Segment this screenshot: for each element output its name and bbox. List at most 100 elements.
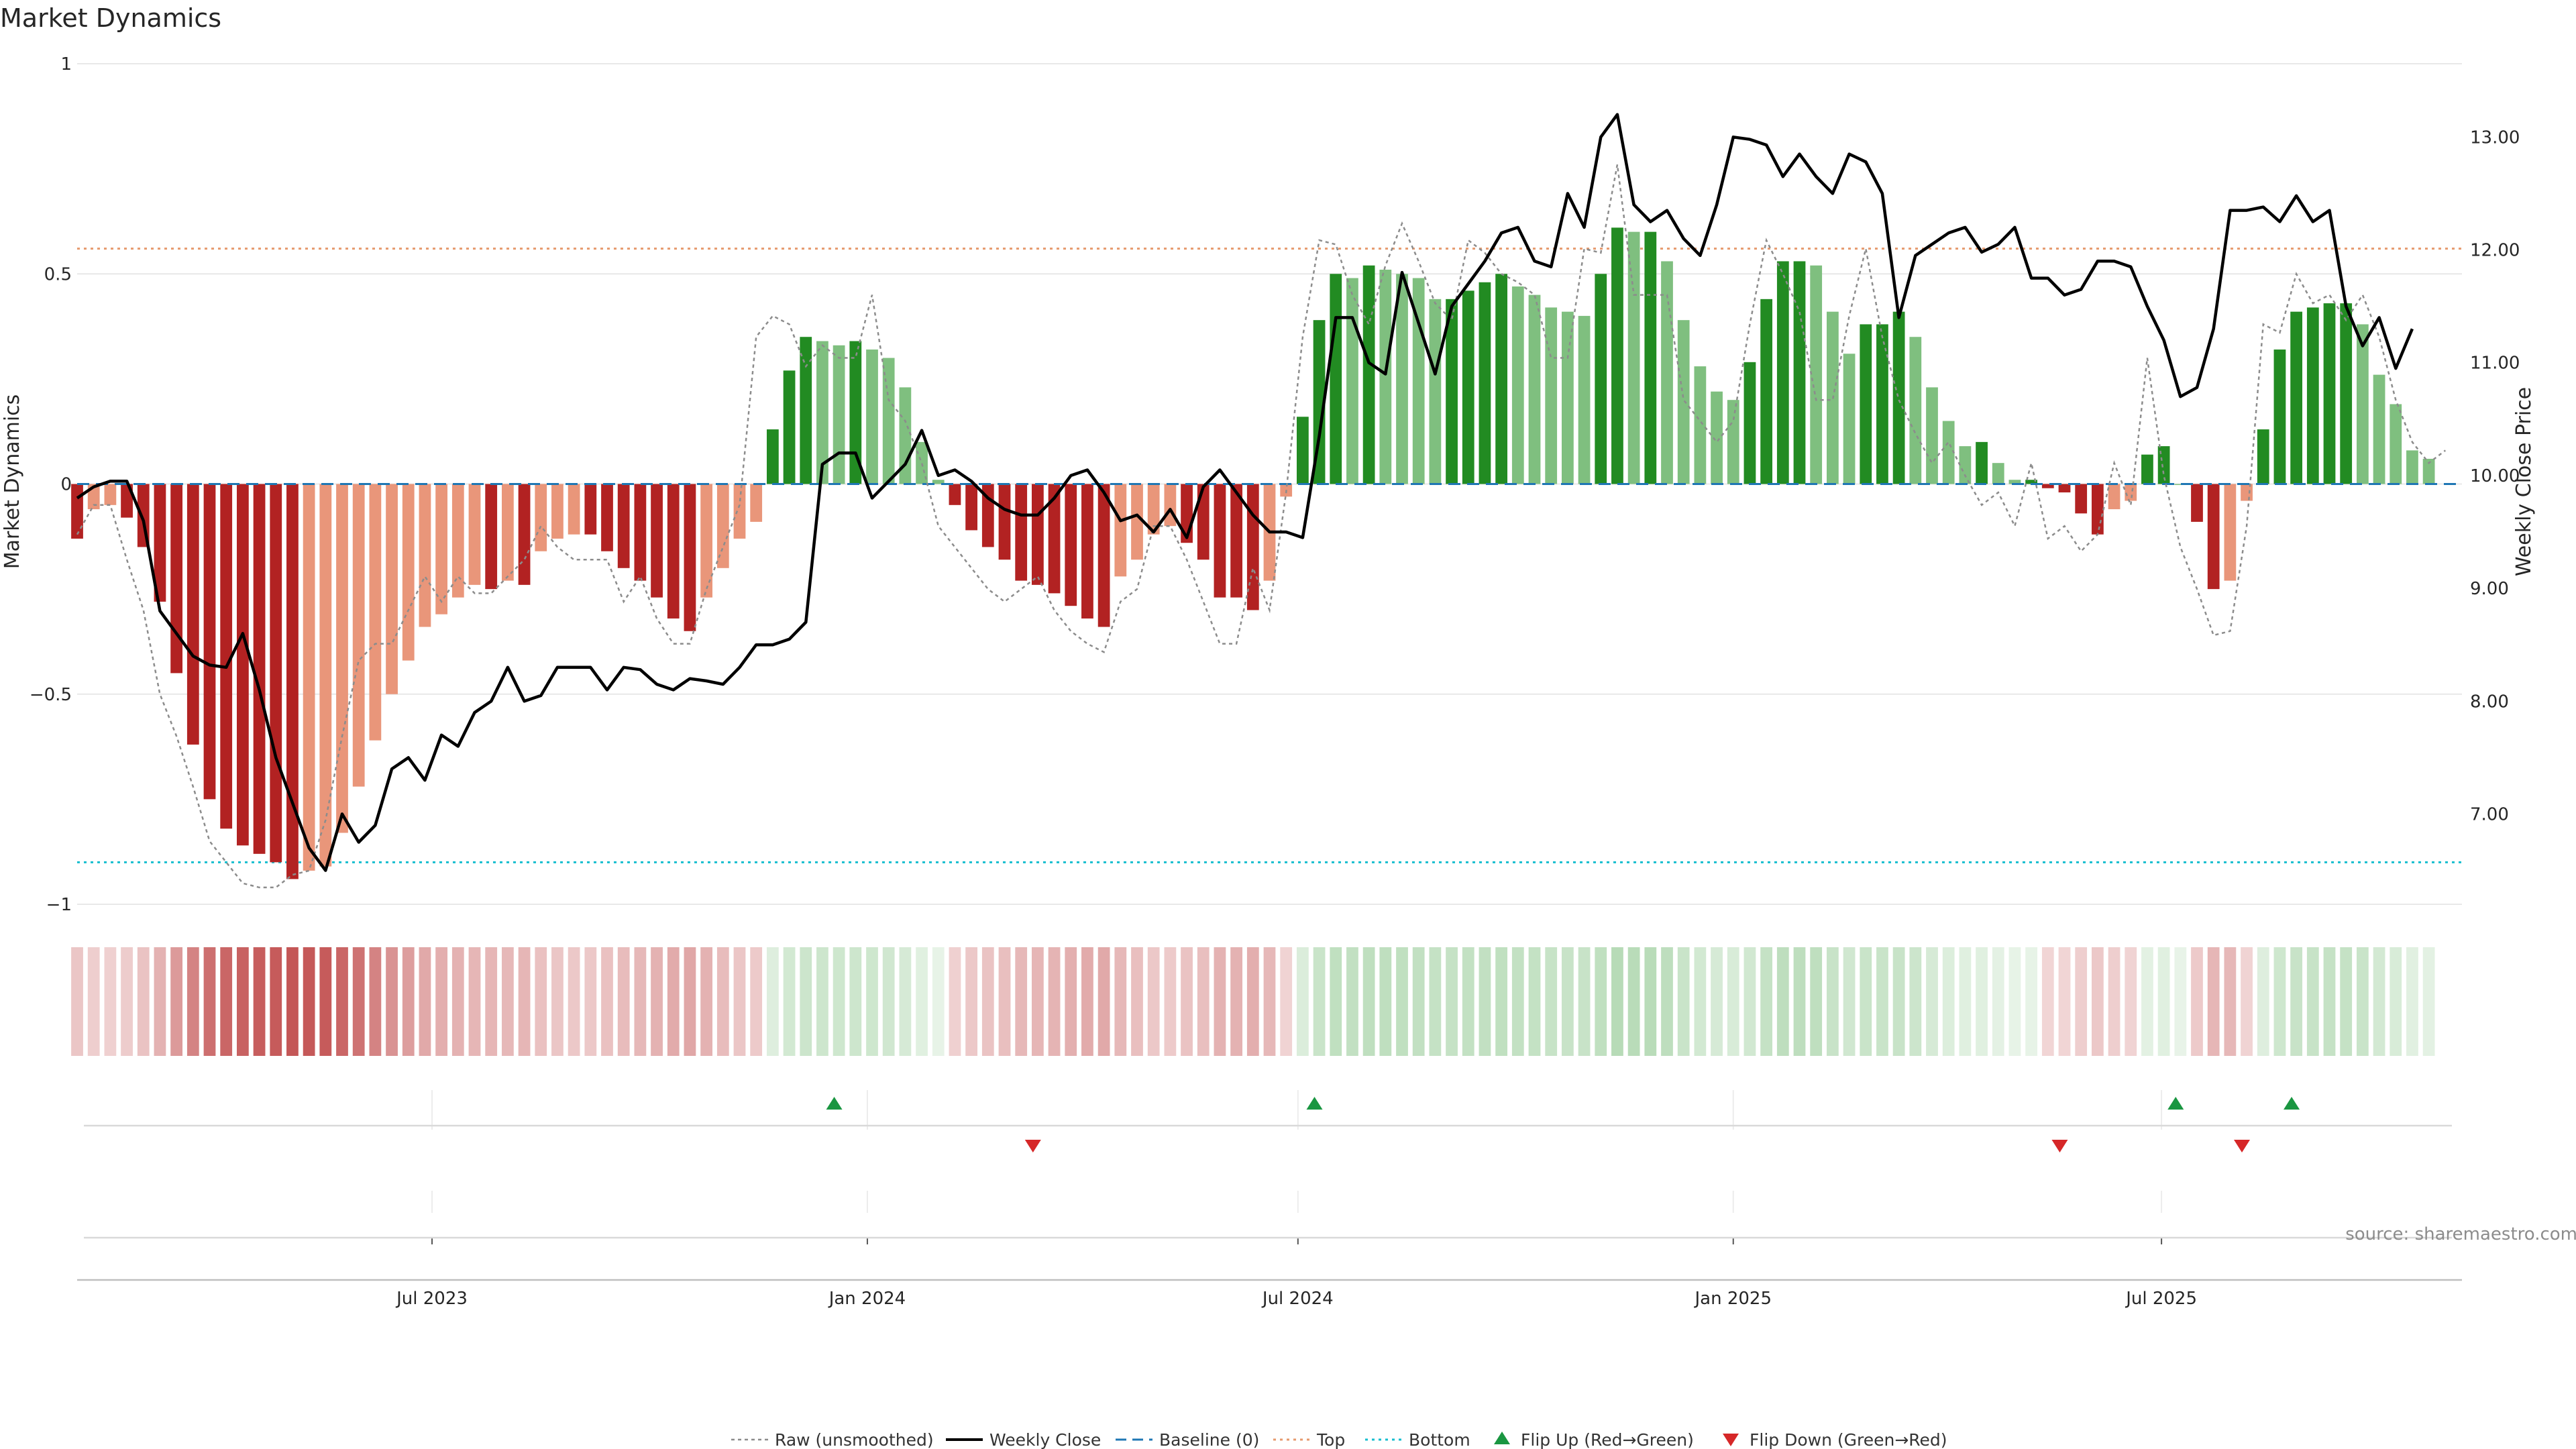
bar [2157, 446, 2170, 484]
y-tick-label-right: 9.00 [2470, 579, 2509, 599]
regime-cell [1611, 947, 1623, 1056]
y-tick-label-left: −1 [46, 895, 72, 915]
flip-down-marker [1024, 1140, 1041, 1152]
legend-label: Raw (unsmoothed) [775, 1430, 934, 1449]
bar [1743, 362, 1756, 484]
bar [451, 484, 464, 598]
bar [2273, 350, 2286, 484]
legend-item: Baseline (0) [1116, 1430, 1259, 1449]
regime-cell [303, 947, 315, 1056]
bar [2422, 458, 2435, 484]
bar [1578, 315, 1591, 484]
bar [2191, 484, 2203, 522]
regime-cell [617, 947, 630, 1056]
regime-cell [700, 947, 713, 1056]
regime-cell [1131, 947, 1143, 1056]
bar [2356, 324, 2369, 484]
regime-cell [1843, 947, 1856, 1056]
bar [1214, 484, 1226, 598]
regime-cell [1909, 947, 1922, 1056]
regime-cell [783, 947, 796, 1056]
regime-cell [1826, 947, 1839, 1056]
regime-cell [1065, 947, 1077, 1056]
bar [2241, 484, 2253, 501]
regime-cell [1644, 947, 1657, 1056]
bar [1892, 311, 1905, 484]
bar [1976, 441, 1988, 484]
bar [1942, 421, 1955, 484]
bar [1776, 261, 1789, 484]
regime-strip [71, 947, 2435, 1056]
bar [2075, 484, 2088, 514]
regime-cell [634, 947, 647, 1056]
bar [352, 484, 365, 787]
regime-cell [2141, 947, 2153, 1056]
regime-cell [1263, 947, 1276, 1056]
regime-cell [1627, 947, 1640, 1056]
regime-cell [2257, 947, 2269, 1056]
regime-cell [1545, 947, 1558, 1056]
regime-cell [1114, 947, 1127, 1056]
regime-cell [2241, 947, 2253, 1056]
regime-cell [1197, 947, 1210, 1056]
bar [468, 484, 481, 585]
bar [2306, 307, 2319, 484]
legend-label: Baseline (0) [1159, 1430, 1259, 1449]
regime-cell [601, 947, 613, 1056]
regime-cell [170, 947, 183, 1056]
regime-cell [535, 947, 547, 1056]
bar [700, 484, 713, 598]
regime-cell [1412, 947, 1425, 1056]
flip-up-marker [2284, 1097, 2300, 1110]
legend-swatch [1723, 1434, 1739, 1446]
regime-cell [1776, 947, 1789, 1056]
regime-cell [1760, 947, 1773, 1056]
y-tick-label-left: 1 [60, 54, 72, 74]
regime-cell [2075, 947, 2088, 1056]
regime-cell [1462, 947, 1474, 1056]
bar [1810, 265, 1823, 484]
regime-cell [1429, 947, 1442, 1056]
bar [386, 484, 398, 694]
regime-cell [998, 947, 1011, 1056]
bar [1843, 354, 1856, 484]
regime-cell [1743, 947, 1756, 1056]
regime-cell [1164, 947, 1177, 1056]
regime-cell [402, 947, 415, 1056]
y-axis-label-left: Market Dynamics [1, 394, 24, 570]
regime-cell [916, 947, 928, 1056]
bar [617, 484, 630, 568]
bar [2224, 484, 2237, 581]
legend-item: Raw (unsmoothed) [731, 1430, 934, 1449]
regime-cell [1694, 947, 1707, 1056]
regime-cell [2041, 947, 2054, 1056]
regime-cell [1860, 947, 1872, 1056]
legend-label: Flip Down (Green→Red) [1750, 1430, 1947, 1449]
bar [651, 484, 663, 598]
flip-up-marker [1306, 1097, 1323, 1110]
bar [2207, 484, 2220, 590]
regime-cell [121, 947, 133, 1056]
bar [1246, 484, 1259, 610]
bar [2290, 311, 2303, 484]
regime-cell [468, 947, 481, 1056]
bar [1926, 387, 1938, 484]
bar [1346, 278, 1358, 484]
regime-cell [1495, 947, 1508, 1056]
bar [1909, 337, 1922, 484]
regime-cell [1926, 947, 1938, 1056]
regime-cell [882, 947, 895, 1056]
bar [2141, 454, 2153, 484]
regime-cell [1479, 947, 1491, 1056]
x-tick-label: Jul 2024 [1261, 1289, 1334, 1309]
bar [1479, 282, 1491, 484]
bar [932, 480, 945, 484]
bar [1462, 290, 1474, 484]
y-axis-label-right: Weekly Close Price [2512, 387, 2536, 576]
flip-down-marker [2234, 1140, 2251, 1152]
regime-cell [1147, 947, 1160, 1056]
regime-cell [2025, 947, 2038, 1056]
regime-cell [1048, 947, 1061, 1056]
bar [1860, 324, 1872, 484]
